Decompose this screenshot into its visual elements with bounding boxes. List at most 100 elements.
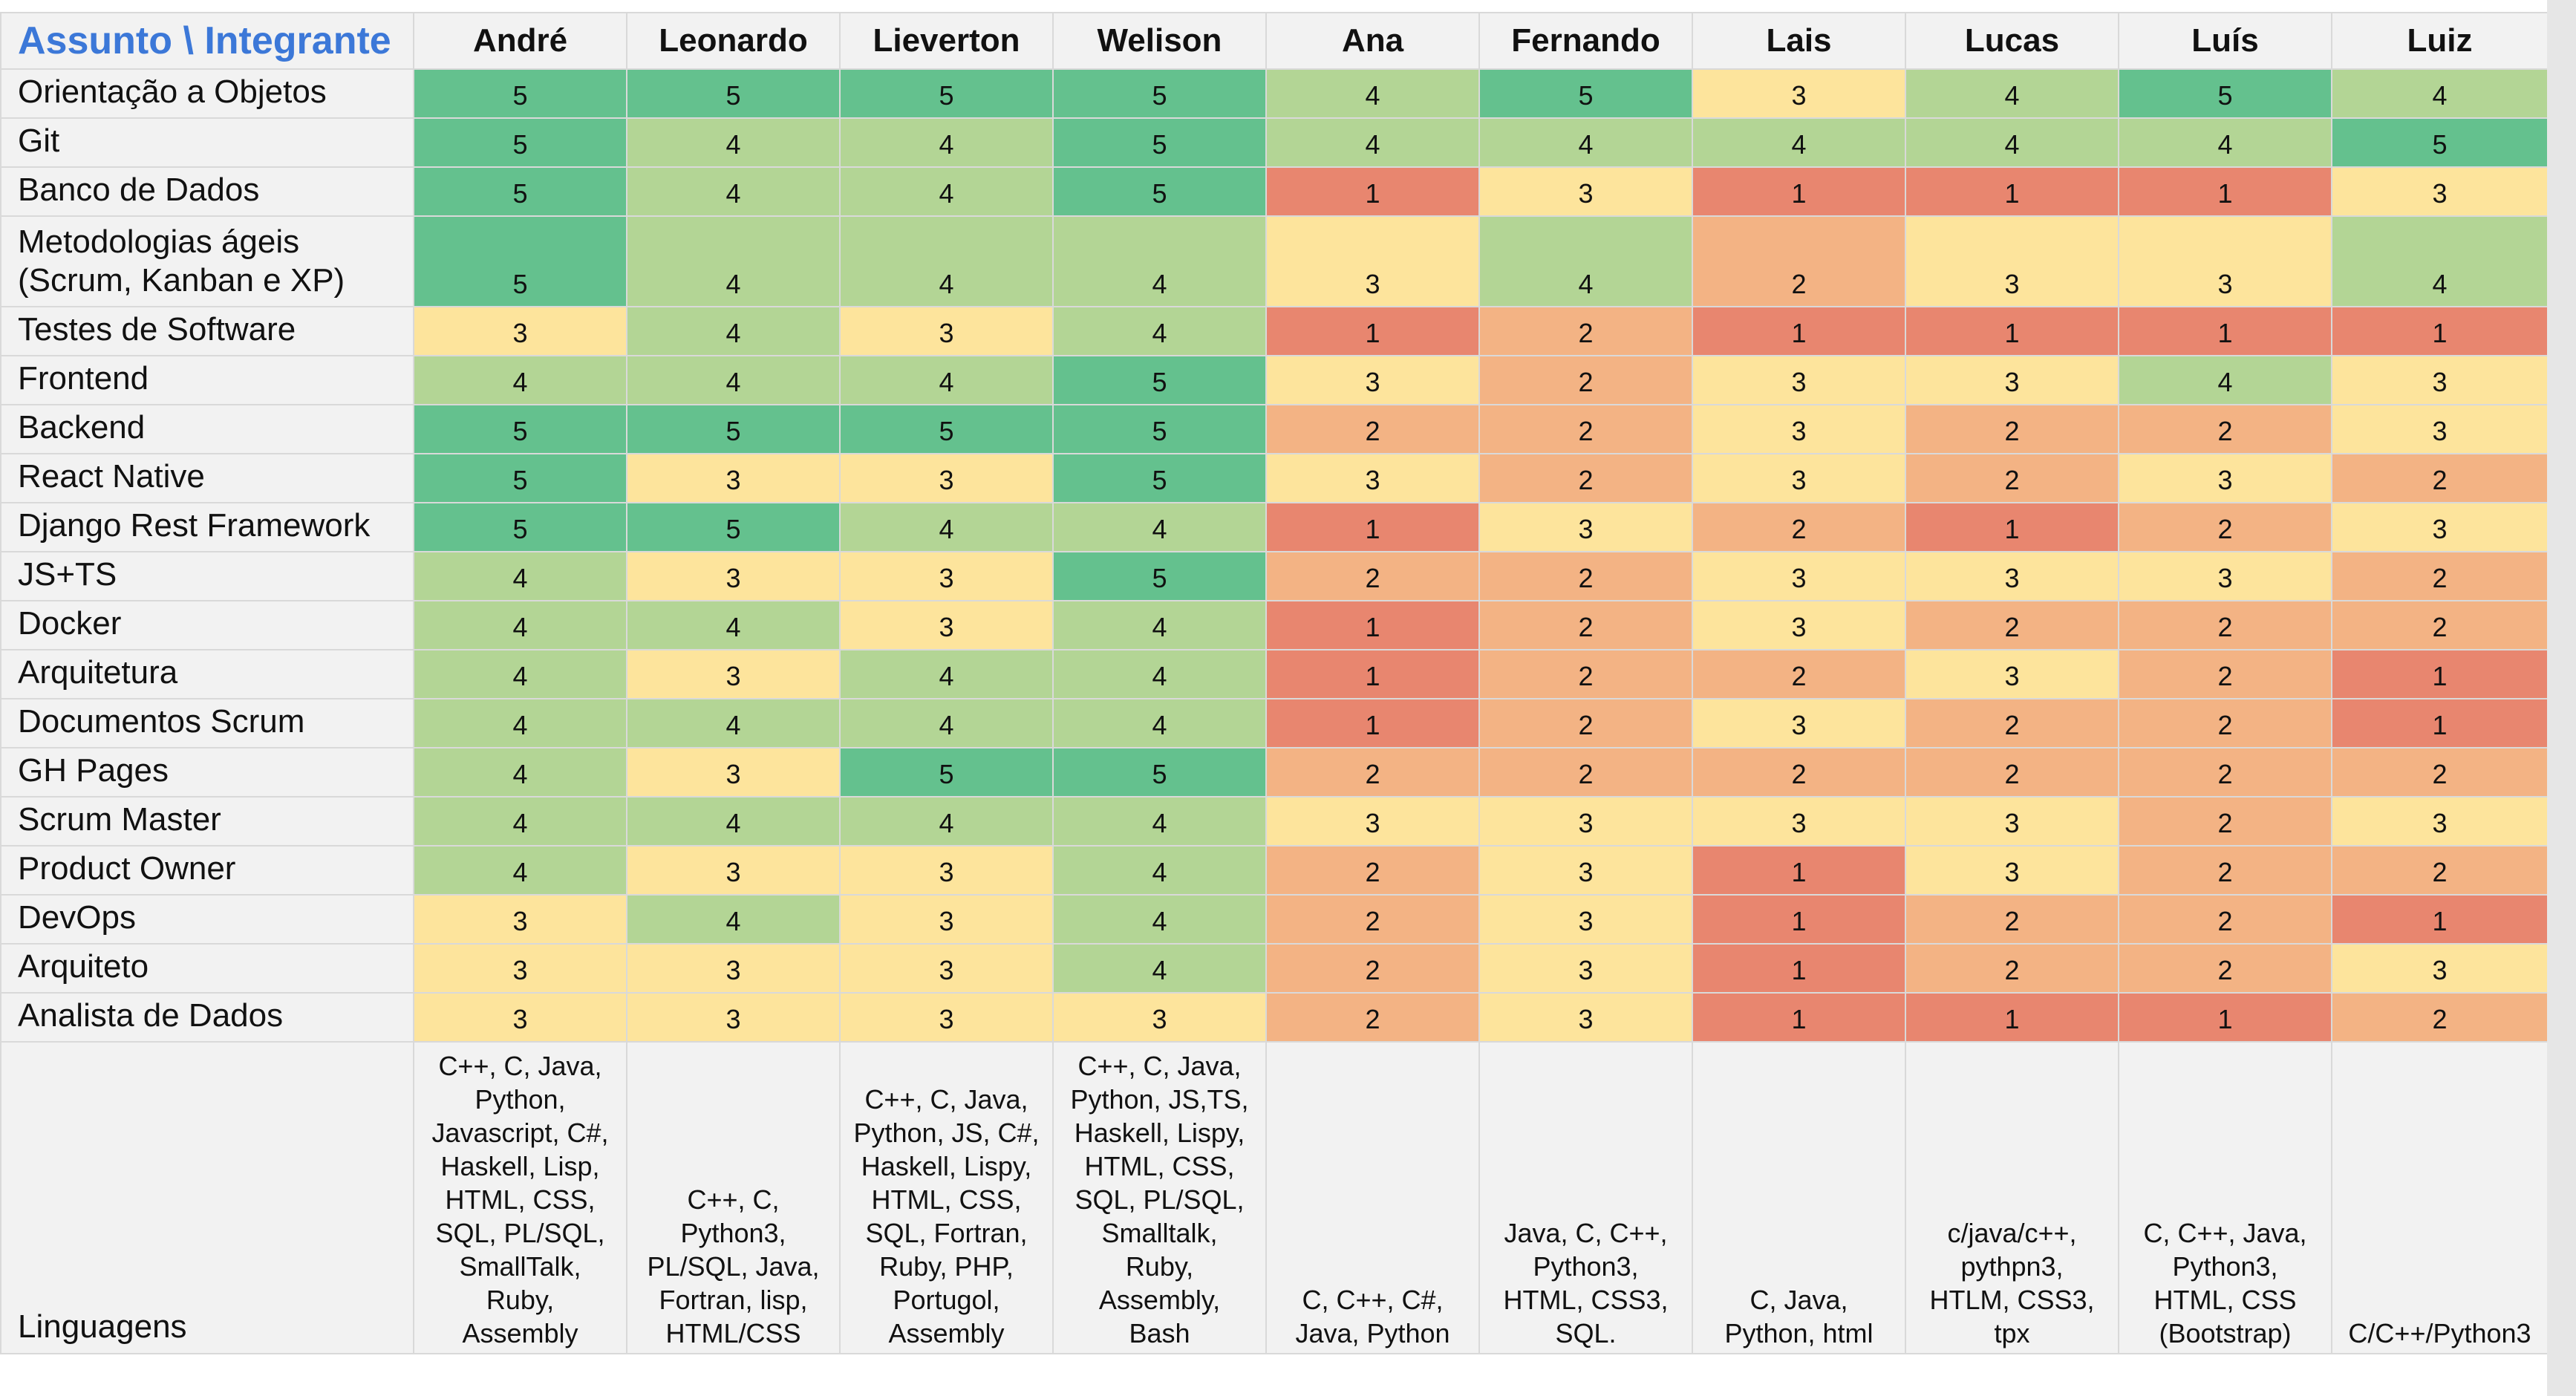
score-cell[interactable]: 3 [839, 551, 1054, 601]
column-header-cell[interactable]: Welison [1052, 12, 1267, 70]
score-cell[interactable]: 5 [1052, 166, 1267, 217]
score-cell[interactable]: 1 [1692, 845, 1906, 896]
score-cell[interactable]: 5 [1052, 117, 1267, 168]
row-label-cell[interactable]: Backend [0, 404, 414, 454]
score-cell[interactable]: 3 [1478, 845, 1693, 896]
column-header-cell[interactable]: André [413, 12, 627, 70]
column-header-cell[interactable]: Lieverton [839, 12, 1054, 70]
score-cell[interactable]: 2 [2118, 404, 2332, 454]
score-cell[interactable]: 4 [626, 117, 841, 168]
languages-cell[interactable]: C++, C, Java, Python, JS, C#, Haskell, L… [839, 1041, 1054, 1354]
score-cell[interactable]: 1 [1905, 166, 2119, 217]
score-cell[interactable]: 1 [1692, 992, 1906, 1043]
score-cell[interactable]: 2 [1478, 355, 1693, 405]
score-cell[interactable]: 2 [2331, 747, 2549, 798]
score-cell[interactable]: 4 [626, 600, 841, 650]
score-cell[interactable]: 4 [413, 600, 627, 650]
score-cell[interactable]: 4 [839, 796, 1054, 847]
column-header-cell[interactable]: Fernando [1478, 12, 1693, 70]
score-cell[interactable]: 3 [626, 845, 841, 896]
languages-cell[interactable]: C++, C, Python3, PL/SQL, Java, Fortran, … [626, 1041, 841, 1354]
row-label-cell[interactable]: Arquiteto [0, 943, 414, 994]
score-cell[interactable]: 3 [1478, 992, 1693, 1043]
score-cell[interactable]: 5 [839, 747, 1054, 798]
score-cell[interactable]: 3 [1905, 551, 2119, 601]
score-cell[interactable]: 3 [1265, 796, 1480, 847]
languages-cell[interactable]: Java, C, C++, Python3, HTML, CSS3, SQL. [1478, 1041, 1693, 1354]
score-cell[interactable]: 1 [1905, 992, 2119, 1043]
score-cell[interactable]: 2 [1265, 551, 1480, 601]
score-cell[interactable]: 4 [839, 166, 1054, 217]
score-cell[interactable]: 4 [626, 355, 841, 405]
score-cell[interactable]: 3 [413, 943, 627, 994]
score-cell[interactable]: 2 [1478, 649, 1693, 699]
score-cell[interactable]: 3 [2331, 796, 2549, 847]
score-cell[interactable]: 2 [1265, 894, 1480, 945]
score-cell[interactable]: 3 [1905, 355, 2119, 405]
row-label-cell[interactable]: Scrum Master [0, 796, 414, 847]
score-cell[interactable]: 4 [1052, 943, 1267, 994]
score-cell[interactable]: 2 [1905, 404, 2119, 454]
score-cell[interactable]: 3 [1692, 453, 1906, 503]
score-cell[interactable]: 5 [2331, 117, 2549, 168]
score-cell[interactable]: 3 [626, 551, 841, 601]
score-cell[interactable]: 5 [1052, 453, 1267, 503]
score-cell[interactable]: 1 [1905, 306, 2119, 356]
score-cell[interactable]: 3 [413, 894, 627, 945]
score-cell[interactable]: 2 [1478, 453, 1693, 503]
score-cell[interactable]: 5 [2118, 68, 2332, 119]
score-cell[interactable]: 1 [1692, 943, 1906, 994]
score-cell[interactable]: 3 [413, 992, 627, 1043]
score-cell[interactable]: 5 [413, 502, 627, 552]
score-cell[interactable]: 1 [2118, 306, 2332, 356]
score-cell[interactable]: 3 [2118, 551, 2332, 601]
score-cell[interactable]: 2 [2331, 600, 2549, 650]
score-cell[interactable]: 4 [1052, 502, 1267, 552]
row-label-cell[interactable]: JS+TS [0, 551, 414, 601]
score-cell[interactable]: 3 [626, 649, 841, 699]
score-cell[interactable]: 4 [1692, 117, 1906, 168]
score-cell[interactable]: 1 [2331, 649, 2549, 699]
score-cell[interactable]: 4 [1905, 68, 2119, 119]
score-cell[interactable]: 3 [626, 453, 841, 503]
score-cell[interactable]: 1 [1265, 698, 1480, 748]
score-cell[interactable]: 5 [839, 68, 1054, 119]
score-cell[interactable]: 4 [839, 117, 1054, 168]
score-cell[interactable]: 3 [1692, 698, 1906, 748]
languages-cell[interactable]: C++, C, Java, Python, JS,TS, Haskell, Li… [1052, 1041, 1267, 1354]
score-cell[interactable]: 3 [413, 306, 627, 356]
score-cell[interactable]: 1 [1265, 502, 1480, 552]
score-cell[interactable]: 2 [1692, 747, 1906, 798]
score-cell[interactable]: 4 [839, 502, 1054, 552]
score-cell[interactable]: 5 [1478, 68, 1693, 119]
column-header-cell[interactable]: Lucas [1905, 12, 2119, 70]
score-cell[interactable]: 3 [1265, 355, 1480, 405]
score-cell[interactable]: 1 [1265, 600, 1480, 650]
score-cell[interactable]: 4 [1052, 796, 1267, 847]
score-cell[interactable]: 3 [1478, 894, 1693, 945]
score-cell[interactable]: 3 [1692, 796, 1906, 847]
row-label-cell[interactable]: GH Pages [0, 747, 414, 798]
score-cell[interactable]: 3 [839, 992, 1054, 1043]
languages-cell[interactable]: C, Java, Python, html [1692, 1041, 1906, 1354]
score-cell[interactable]: 4 [1052, 600, 1267, 650]
row-label-cell[interactable]: DevOps [0, 894, 414, 945]
row-label-cell[interactable]: Documentos Scrum [0, 698, 414, 748]
column-header-cell[interactable]: Ana [1265, 12, 1480, 70]
score-cell[interactable]: 3 [1905, 845, 2119, 896]
score-cell[interactable]: 3 [839, 600, 1054, 650]
score-cell[interactable]: 4 [1052, 845, 1267, 896]
score-cell[interactable]: 2 [1692, 649, 1906, 699]
score-cell[interactable]: 5 [839, 404, 1054, 454]
score-cell[interactable]: 4 [626, 306, 841, 356]
score-cell[interactable]: 3 [626, 747, 841, 798]
row-label-cell[interactable]: React Native [0, 453, 414, 503]
score-cell[interactable]: 3 [2331, 404, 2549, 454]
score-cell[interactable]: 2 [2331, 845, 2549, 896]
score-cell[interactable]: 1 [1265, 166, 1480, 217]
score-cell[interactable]: 1 [2331, 894, 2549, 945]
score-cell[interactable]: 4 [839, 355, 1054, 405]
score-cell[interactable]: 3 [1478, 943, 1693, 994]
score-cell[interactable]: 5 [1052, 68, 1267, 119]
score-cell[interactable]: 2 [1265, 845, 1480, 896]
